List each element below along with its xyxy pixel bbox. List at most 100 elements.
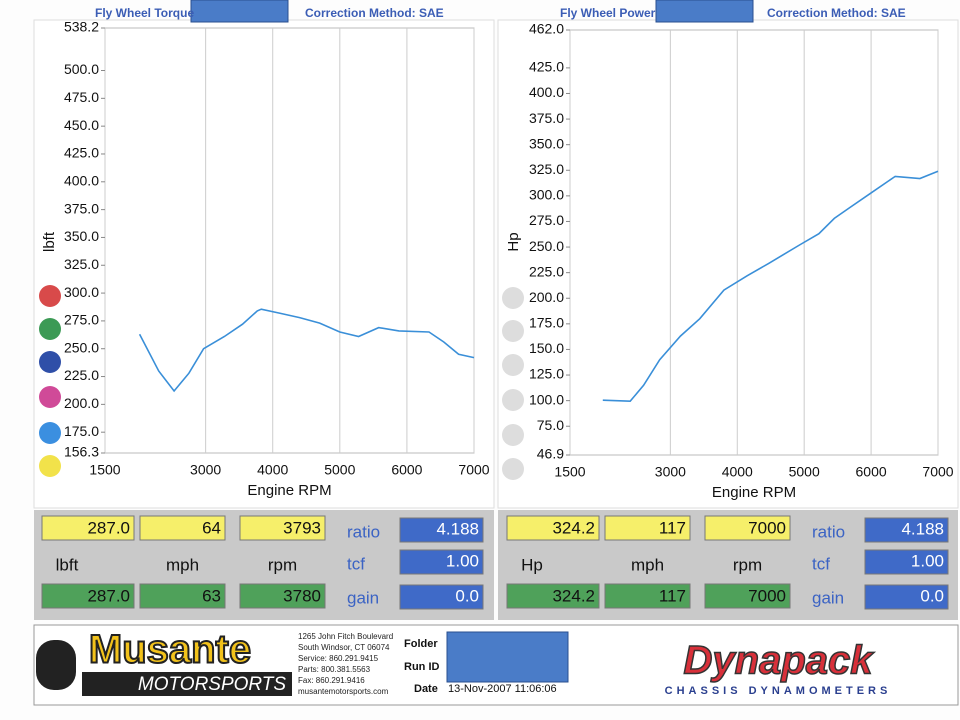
ratio-value: 4.188 [901,519,944,538]
dot [502,458,524,480]
redaction [446,631,569,683]
chart-title: Fly Wheel Torque [95,6,194,20]
gain-value: 0.0 [920,586,944,605]
gain-label: gain [347,588,379,607]
x-tick-label: 3000 [655,464,686,480]
x-tick-label: 4000 [257,462,288,478]
y-tick-label: 500.0 [64,61,99,77]
y-tick-label: 250.0 [529,238,564,254]
y-tick-label: 425.0 [64,145,99,161]
x-tick-label: 5000 [324,462,355,478]
y-tick-label: 200.0 [64,395,99,411]
x-tick-label: 6000 [856,464,887,480]
x-tick-label: 1500 [554,464,585,480]
x-tick-label: 4000 [722,464,753,480]
dot [502,424,524,446]
logo-name: Musante [89,628,251,672]
y-tick-label: 46.9 [537,446,564,462]
unit-label: Hp [521,555,543,574]
top-value: 324.2 [552,518,595,537]
data-line [138,308,475,393]
y-tick-label: 275.0 [529,212,564,228]
gain-label: gain [812,588,844,607]
bottom-value: 3780 [283,586,321,605]
logo-sub: MOTORSPORTS [138,674,286,695]
top-value: 287.0 [87,518,130,537]
top-value: 64 [202,518,221,537]
y-tick-label: 400.0 [529,84,564,100]
tcf-label: tcf [347,554,365,573]
logo-bar [82,672,292,696]
y-tick-label: 175.0 [529,315,564,331]
x-tick-label: 7000 [458,462,489,478]
brand-sub: CHASSIS DYNAMOMETERS [665,685,892,697]
dot [502,320,524,342]
bottom-box [239,583,326,609]
y-tick-label: 375.0 [529,110,564,126]
x-tick-label: 6000 [391,462,422,478]
tcf-value: 1.00 [911,551,944,570]
top-box [41,515,135,541]
y-tick-label: 300.0 [64,284,99,300]
dot [39,285,61,307]
dot [39,318,61,340]
y-tick-label: 175.0 [64,423,99,439]
unit-label: rpm [733,555,762,574]
dot [502,354,524,376]
y-tick-label: 300.0 [529,187,564,203]
x-tick-label: 7000 [922,464,953,480]
bottom-box [704,583,791,609]
address-line: musantemotorsports.com [298,687,389,696]
y-tick-label: 462.0 [529,21,564,37]
tcf-box [864,549,949,575]
color-dots [39,285,524,480]
redaction [190,0,289,23]
folder-label: Folder [404,638,438,650]
y-tick-label: 325.0 [529,161,564,177]
top-box [239,515,326,541]
ratio-box [864,517,949,543]
runid-label: Run ID [404,661,439,673]
dot [39,455,61,477]
chart-subtitle: Correction Method: SAE [767,6,906,20]
bottom-value: 7000 [748,586,786,605]
bottom-box [506,583,600,609]
gain-box [864,584,949,610]
chart-subtitle: Correction Method: SAE [305,6,444,20]
tcf-value: 1.00 [446,551,479,570]
y-tick-label: 400.0 [64,172,99,188]
y-axis-label: lbft [41,231,58,252]
y-tick-label: 538.2 [64,19,99,35]
y-tick-label: 225.0 [529,263,564,279]
ratio-value: 4.188 [436,519,479,538]
y-tick-label: 75.0 [537,417,564,433]
y-tick-label: 200.0 [529,289,564,305]
y-tick-label: 350.0 [529,135,564,151]
ratio-label: ratio [812,522,845,541]
chart-panel [497,19,959,509]
address-line: South Windsor, CT 06074 [298,643,390,652]
logo-tire [36,640,76,690]
y-tick-label: 125.0 [529,366,564,382]
chart-title: Fly Wheel Power [560,6,656,20]
unit-label: lbft [56,555,79,574]
address-line: 1265 John Fitch Boulevard [298,632,393,641]
bottom-value: 287.0 [87,586,130,605]
y-tick-label: 375.0 [64,200,99,216]
top-value: 7000 [748,518,786,537]
address: 1265 John Fitch Boulevard South Windsor, … [298,632,393,696]
dot [39,351,61,373]
unit-label: rpm [268,555,297,574]
bottom-box [41,583,135,609]
y-tick-label: 275.0 [64,312,99,328]
top-box [139,515,226,541]
y-tick-label: 475.0 [64,89,99,105]
dot [39,386,61,408]
brand: Dynapack [684,639,875,683]
y-tick-label: 225.0 [64,367,99,383]
y-tick-label: 250.0 [64,339,99,355]
date-value: 13-Nov-2007 11:06:06 [448,683,557,695]
bottom-value: 324.2 [552,586,595,605]
y-tick-label: 100.0 [529,391,564,407]
